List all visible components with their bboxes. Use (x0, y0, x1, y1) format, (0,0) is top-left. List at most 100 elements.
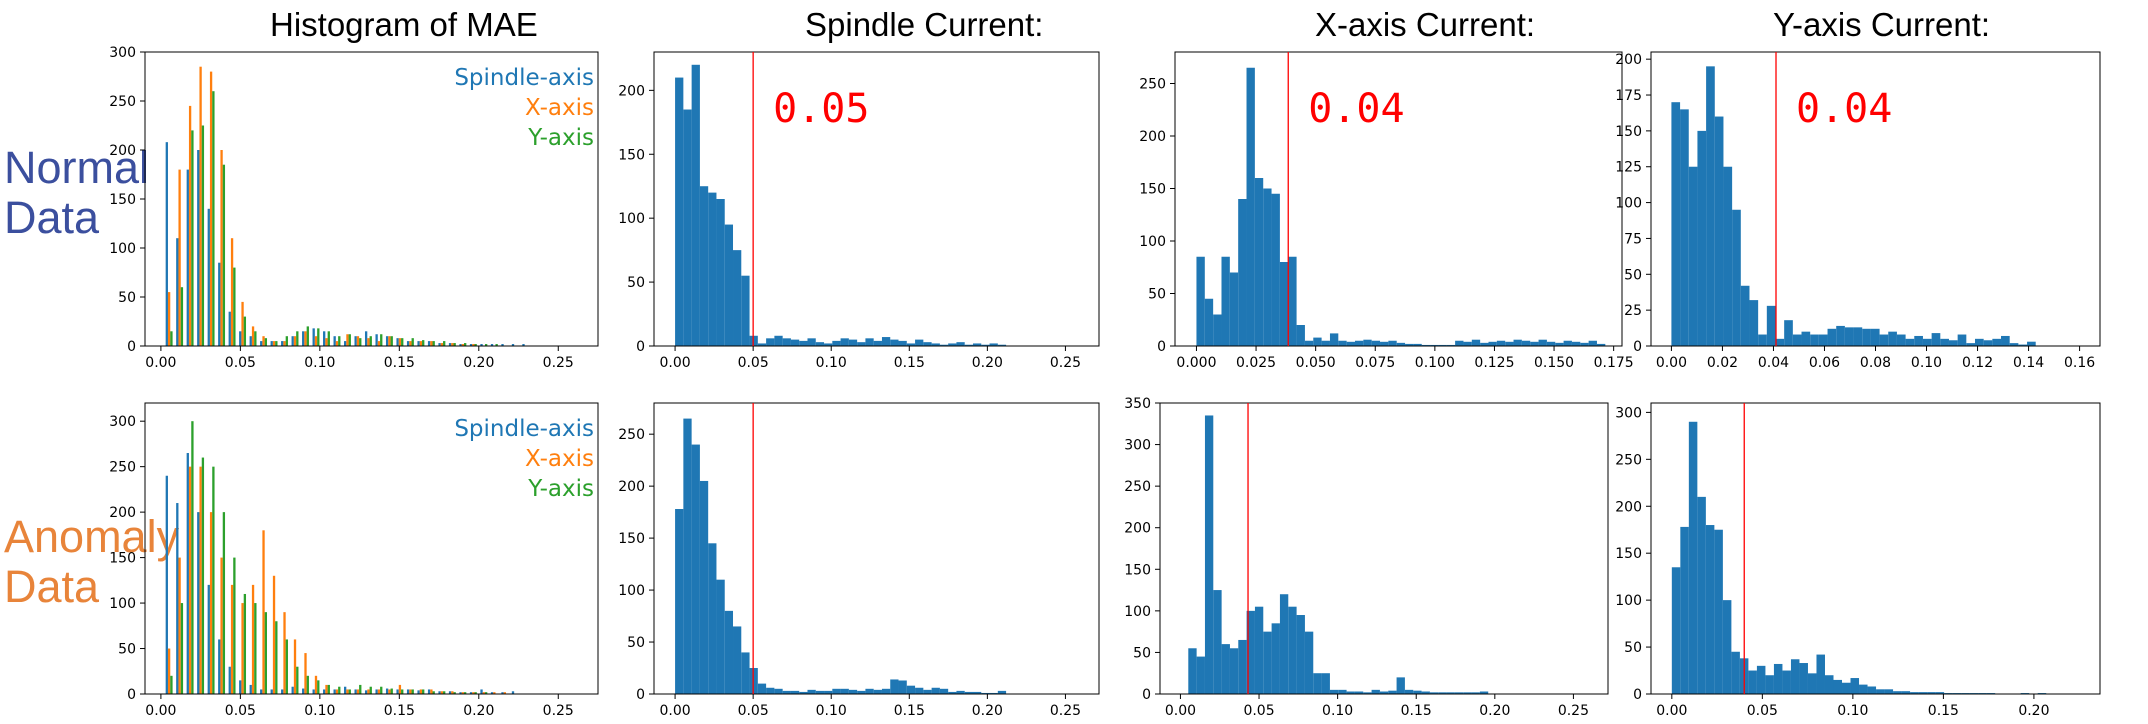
bar (1304, 340, 1314, 346)
bar (774, 335, 783, 346)
bar (480, 344, 483, 346)
bar (2018, 344, 2028, 346)
bar (459, 344, 462, 346)
bar (409, 689, 412, 694)
bar (1371, 689, 1380, 694)
y-tick-label: 150 (1124, 562, 1151, 578)
legend-entry: Spindle-axis (454, 65, 594, 91)
x-tick-label: 0.25 (543, 355, 574, 371)
y-tick-label: 0 (1142, 687, 1151, 703)
bar (1379, 691, 1389, 694)
x-tick-label: 0.04 (1758, 355, 1789, 371)
bar (333, 689, 336, 694)
bar (1799, 663, 1808, 694)
bar (1471, 692, 1480, 694)
bar (1229, 272, 1239, 346)
bar (448, 691, 452, 694)
bar (312, 328, 315, 346)
y-tick-label: 50 (118, 290, 136, 306)
bar (1346, 691, 1355, 694)
bar (1588, 340, 1597, 346)
bar (724, 224, 734, 346)
bar (212, 91, 215, 346)
y-tick-label: 0 (127, 339, 136, 355)
bar (262, 336, 265, 346)
bar (241, 301, 244, 346)
bar (356, 689, 360, 694)
bar (270, 689, 273, 694)
y-tick-label: 50 (1624, 640, 1642, 656)
bar (375, 334, 378, 346)
chart-anomaly-mae: 0.00 0.05 0.10 0.15 0.20 0.25 0 50 100 150 200 250 3… (109, 402, 599, 719)
bar (1722, 600, 1732, 694)
bar (981, 692, 990, 694)
y-tick-label: 50 (118, 642, 136, 658)
legend-entry: X-axis (525, 446, 594, 472)
bar (356, 336, 360, 346)
bar (1714, 116, 1724, 346)
bar (335, 341, 339, 346)
bar (338, 336, 341, 346)
bar (1766, 305, 1776, 346)
bar (1488, 341, 1497, 346)
bar (931, 343, 940, 346)
bar (1296, 325, 1305, 346)
x-tick-label: 0.20 (2018, 703, 2049, 719)
chart-normal-spindle: 0.00 0.05 0.10 0.15 0.20 0.25 0 50 100 150 200 0.05 (618, 51, 1100, 371)
bar (890, 339, 899, 346)
bar (495, 344, 498, 346)
bar (230, 584, 234, 694)
bar (178, 169, 181, 346)
bar (1313, 337, 1322, 346)
bar (1671, 567, 1681, 694)
chart-normal-y: 0.00 0.02 0.04 0.06 0.08 0.10 0.12 0.14 0.16 0 25 5… (1615, 51, 2101, 371)
bar (1346, 341, 1355, 346)
bar (683, 418, 692, 694)
bar (281, 341, 284, 346)
x-tick-label: 0.15 (384, 355, 415, 371)
bar (293, 336, 297, 346)
bar (314, 336, 318, 346)
bar (691, 444, 700, 694)
bar (369, 336, 372, 346)
bar (335, 689, 339, 694)
bar (1413, 343, 1422, 346)
bar (1931, 333, 1941, 346)
x-tick-label: 0.02 (1707, 355, 1738, 371)
bar (490, 344, 494, 346)
bar (1723, 166, 1733, 346)
bar (1948, 340, 1958, 346)
x-tick-label: 0.00 (1165, 703, 1196, 719)
bar (430, 341, 433, 346)
bar (1935, 692, 1945, 694)
bar (1380, 341, 1389, 346)
x-tick-label: 0.15 (1401, 703, 1432, 719)
bar (199, 66, 202, 346)
x-tick-label: 0.10 (304, 703, 335, 719)
x-tick-label: 0.125 (1474, 355, 1514, 371)
bar (348, 689, 351, 694)
y-tick-label: 50 (627, 275, 645, 291)
bar (464, 692, 467, 694)
bar (1204, 415, 1214, 694)
x-tick-label: 0.00 (145, 703, 176, 719)
x-tick-label: 0.000 (1176, 355, 1216, 371)
bar (197, 512, 200, 694)
axes-frame (1159, 402, 1609, 695)
bar (440, 343, 444, 346)
bar (222, 164, 226, 346)
bar (180, 287, 184, 346)
bar (1480, 342, 1489, 346)
bar (1321, 340, 1330, 346)
bar (165, 142, 168, 346)
bar (1354, 340, 1364, 346)
bar (262, 530, 265, 694)
bar (291, 336, 294, 346)
header-mae: Histogram of MAE (270, 6, 538, 43)
bar (766, 687, 775, 694)
bar (406, 689, 410, 694)
bar (1790, 659, 1800, 694)
bar (1580, 342, 1589, 346)
x-tick-label: 0.10 (816, 355, 847, 371)
bar (1438, 692, 1447, 694)
